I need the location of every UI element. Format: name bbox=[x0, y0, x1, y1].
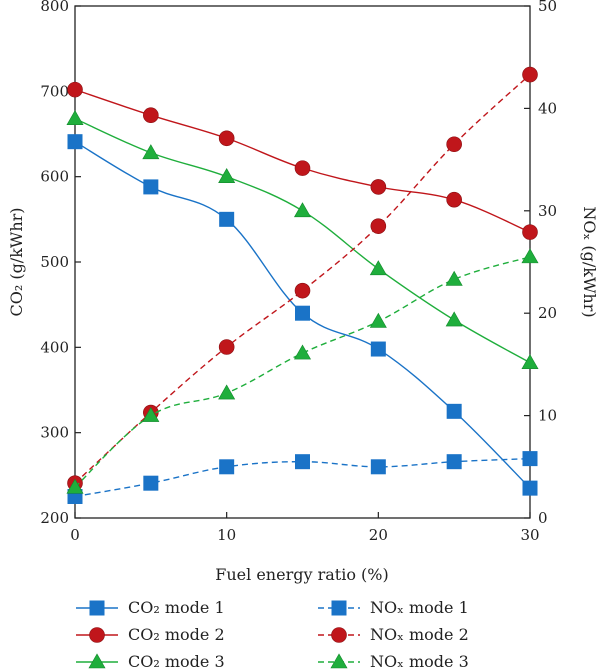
x-tick-label: 20 bbox=[369, 526, 388, 544]
data-point bbox=[293, 344, 312, 360]
data-point bbox=[370, 459, 386, 475]
data-point bbox=[67, 134, 83, 150]
data-point bbox=[143, 475, 159, 491]
data-point bbox=[522, 66, 538, 83]
left-y-tick-label: 600 bbox=[40, 168, 69, 186]
data-point bbox=[446, 403, 462, 419]
data-point bbox=[67, 81, 83, 98]
series-1 bbox=[67, 134, 538, 496]
series-5 bbox=[67, 66, 538, 491]
left-y-tick-label: 800 bbox=[40, 0, 69, 15]
data-point bbox=[66, 478, 84, 494]
legend-label: CO₂ mode 3 bbox=[128, 652, 225, 671]
legend-marker bbox=[331, 600, 347, 616]
data-point bbox=[446, 191, 462, 208]
left-y-tick-label: 700 bbox=[40, 82, 69, 100]
x-tick-label: 30 bbox=[520, 526, 539, 544]
data-point bbox=[446, 136, 462, 153]
series-2 bbox=[67, 81, 538, 240]
right-y-tick-label: 50 bbox=[538, 0, 557, 15]
legend: CO₂ mode 1 CO₂ mode 2 CO₂ mode 3 NOₓ mode 1… bbox=[76, 598, 469, 671]
data-point bbox=[445, 270, 463, 286]
right-y-tick-label: 20 bbox=[538, 304, 557, 322]
left-y-tick-label: 200 bbox=[40, 509, 69, 527]
legend-marker bbox=[89, 600, 105, 616]
data-point bbox=[445, 311, 463, 327]
legend-item: NOₓ mode 3 bbox=[318, 652, 469, 671]
data-point bbox=[522, 224, 538, 240]
legend-label: CO₂ mode 1 bbox=[128, 598, 225, 617]
data-point bbox=[218, 339, 235, 355]
data-point bbox=[66, 110, 84, 125]
series-4 bbox=[67, 451, 538, 504]
data-point bbox=[369, 312, 387, 328]
left-y-tick-label: 300 bbox=[40, 424, 69, 442]
legend-marker bbox=[331, 627, 347, 643]
x-axis-title: Fuel energy ratio (%) bbox=[215, 565, 388, 584]
legend-item: CO₂ mode 2 bbox=[76, 625, 225, 644]
data-point bbox=[370, 218, 387, 234]
data-point bbox=[142, 144, 160, 160]
data-point bbox=[294, 282, 311, 299]
legend-marker bbox=[88, 653, 106, 669]
x-tick-label: 0 bbox=[70, 526, 80, 544]
series-3 bbox=[66, 110, 539, 369]
legend-item: CO₂ mode 1 bbox=[76, 598, 225, 617]
legend-item: CO₂ mode 3 bbox=[76, 652, 225, 671]
data-point bbox=[294, 160, 311, 176]
data-point bbox=[521, 354, 539, 369]
legend-item: NOₓ mode 2 bbox=[318, 625, 469, 644]
data-point bbox=[219, 211, 235, 227]
data-point bbox=[522, 451, 538, 467]
series-6 bbox=[66, 248, 539, 494]
legend-marker bbox=[89, 627, 105, 643]
right-y-tick-label: 40 bbox=[538, 99, 557, 117]
data-point bbox=[521, 248, 539, 264]
left-y-tick-label: 400 bbox=[40, 338, 69, 356]
right-y-tick-label: 10 bbox=[538, 407, 557, 425]
data-point bbox=[370, 179, 387, 195]
x-tick-label: 10 bbox=[217, 526, 236, 544]
legend-label: CO₂ mode 2 bbox=[128, 625, 225, 644]
data-point bbox=[218, 384, 236, 400]
data-point bbox=[143, 107, 159, 124]
legend-label: NOₓ mode 2 bbox=[370, 625, 469, 644]
right-y-tick-label: 0 bbox=[538, 509, 548, 527]
left-y-axis-title: CO₂ (g/kWhr) bbox=[7, 207, 26, 316]
data-point bbox=[143, 179, 159, 195]
data-point bbox=[142, 406, 160, 422]
data-point bbox=[295, 305, 310, 321]
data-point bbox=[370, 341, 386, 357]
data-point bbox=[218, 130, 235, 147]
legend-label: NOₓ mode 3 bbox=[370, 652, 469, 671]
data-point bbox=[218, 168, 236, 183]
data-point bbox=[295, 454, 310, 470]
right-y-tick-label: 30 bbox=[538, 202, 557, 220]
left-y-tick-label: 500 bbox=[40, 253, 69, 271]
legend-marker bbox=[330, 653, 348, 669]
data-point bbox=[446, 454, 462, 470]
data-point bbox=[369, 260, 387, 276]
legend-item: NOₓ mode 1 bbox=[318, 598, 469, 617]
data-point bbox=[219, 459, 235, 475]
data-point bbox=[293, 202, 312, 218]
right-y-axis-title: NOₓ (g/kWhr) bbox=[580, 206, 599, 317]
legend-label: NOₓ mode 1 bbox=[370, 598, 469, 617]
plot-frame bbox=[74, 5, 531, 519]
data-point bbox=[522, 480, 538, 496]
